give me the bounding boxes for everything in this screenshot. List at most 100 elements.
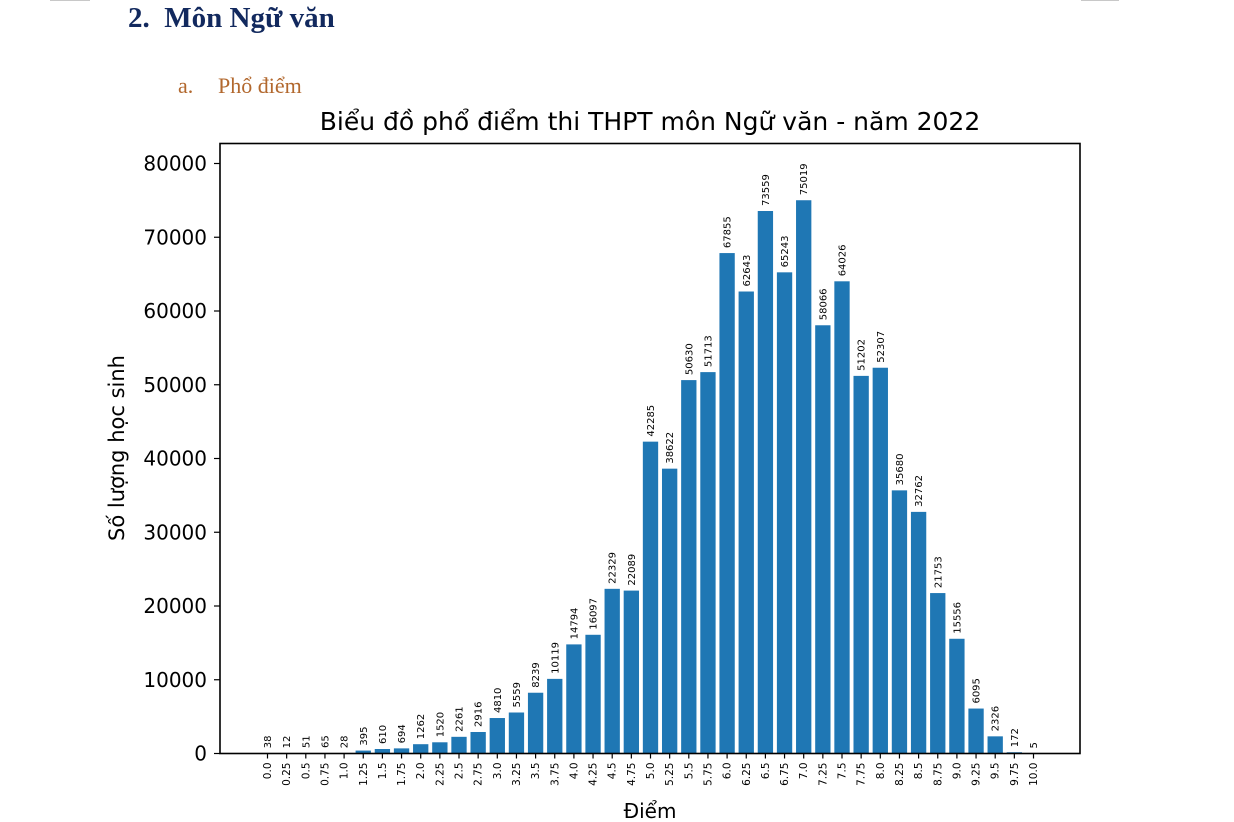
x-tick-label: 2.0 xyxy=(415,763,427,780)
x-tick-label: 0.5 xyxy=(300,763,312,780)
x-tick-label: 10.0 xyxy=(1028,763,1040,786)
bar xyxy=(451,736,467,754)
bar-value-label: 75019 xyxy=(799,163,810,195)
bar-value-label: 51 xyxy=(301,735,312,748)
x-tick-label: 8.75 xyxy=(932,763,944,786)
bar-value-label: 32762 xyxy=(914,475,925,507)
bar-value-label: 65 xyxy=(320,735,331,748)
y-tick-label: 0 xyxy=(194,742,207,766)
bar xyxy=(661,468,678,754)
bar xyxy=(681,380,697,754)
bar-value-label: 2261 xyxy=(455,706,466,731)
x-tick-label: 6.75 xyxy=(779,763,791,786)
bar-value-label: 2916 xyxy=(474,702,485,727)
bar-value-label: 42285 xyxy=(646,405,657,437)
bar-value-label: 4810 xyxy=(493,688,504,713)
page-corner-mark-left xyxy=(50,0,90,3)
x-tick-label: 4.75 xyxy=(626,763,638,786)
bar xyxy=(508,712,525,754)
x-tick-label: 7.25 xyxy=(817,763,829,786)
bar-value-label: 6095 xyxy=(972,678,983,703)
subsection-number: a. xyxy=(178,73,194,98)
bar-value-label: 694 xyxy=(397,724,408,743)
bar xyxy=(547,678,563,754)
bar xyxy=(719,253,735,754)
bar-value-label: 38 xyxy=(263,735,274,748)
bar xyxy=(968,708,984,754)
bar-value-label: 22329 xyxy=(608,552,619,584)
bar xyxy=(949,638,965,754)
bar-value-label: 5 xyxy=(1029,742,1040,748)
bar xyxy=(815,325,831,754)
x-tick-label: 6.0 xyxy=(722,763,734,780)
bar-value-label: 395 xyxy=(359,726,370,745)
bar xyxy=(834,281,850,754)
bar-value-label: 62643 xyxy=(742,255,753,287)
y-tick-label: 70000 xyxy=(143,225,207,249)
x-tick-label: 9.25 xyxy=(971,763,983,786)
x-tick-label: 1.75 xyxy=(396,763,408,786)
bar-value-label: 65243 xyxy=(780,236,791,268)
x-tick-label: 0.25 xyxy=(281,763,293,786)
bar xyxy=(527,692,544,754)
bar xyxy=(355,750,371,754)
x-tick-label: 9.0 xyxy=(951,763,963,780)
bar-value-label: 38622 xyxy=(665,432,676,464)
x-axis-label: Điểm xyxy=(624,799,677,822)
bar xyxy=(738,291,754,754)
bar-value-label: 67855 xyxy=(723,216,734,248)
x-tick-label: 9.75 xyxy=(1009,763,1021,786)
bar-value-label: 21753 xyxy=(933,556,944,588)
x-tick-label: 3.75 xyxy=(549,763,561,786)
x-tick-label: 5.0 xyxy=(645,763,657,780)
bar-value-label: 51713 xyxy=(703,335,714,367)
bar-value-labels: 38 12 51 65 28 395 610 694 1262 1520 2261 2916 4810 5… xyxy=(263,163,1040,748)
bar-value-label: 10119 xyxy=(550,642,561,674)
x-axis-ticks: 0.0 0.25 0.5 0.75 1.0 1.25 1.5 1.75 2.0 2.25 2.5 2.… xyxy=(262,753,1040,786)
y-tick-label: 20000 xyxy=(143,594,207,618)
x-tick-label: 2.25 xyxy=(434,763,446,786)
bar-value-label: 8239 xyxy=(531,662,542,687)
bar xyxy=(566,644,582,754)
x-tick-label: 9.5 xyxy=(990,763,1002,780)
bar xyxy=(796,200,812,754)
bar xyxy=(489,718,505,754)
bar xyxy=(930,593,946,754)
x-tick-label: 6.25 xyxy=(741,763,753,786)
y-axis-label: Số lượng học sinh xyxy=(105,355,129,541)
bar xyxy=(891,490,908,754)
x-tick-label: 7.75 xyxy=(856,763,868,786)
y-tick-label: 40000 xyxy=(143,447,207,471)
bar xyxy=(623,590,640,754)
bar xyxy=(413,744,429,754)
x-tick-label: 8.0 xyxy=(875,763,887,780)
y-axis-ticks: 0 10000 20000 30000 40000 50000 60000 70000 8000… xyxy=(143,152,220,766)
bar-value-label: 12 xyxy=(282,736,293,749)
bar-value-label: 58066 xyxy=(818,288,829,320)
bar xyxy=(374,749,391,754)
bar-value-label: 73559 xyxy=(761,174,772,206)
x-tick-label: 8.25 xyxy=(894,763,906,786)
y-tick-label: 10000 xyxy=(143,668,207,692)
y-tick-label: 50000 xyxy=(143,373,207,397)
bar xyxy=(604,588,620,754)
bar xyxy=(393,748,410,754)
x-tick-label: 5.25 xyxy=(664,763,676,786)
bars-group xyxy=(259,200,1042,754)
x-tick-label: 4.25 xyxy=(588,763,600,786)
bar-value-label: 1520 xyxy=(435,712,446,737)
x-tick-label: 2.5 xyxy=(454,763,466,780)
x-tick-label: 5.75 xyxy=(702,763,714,786)
section-heading: 2. Môn Ngữ văn xyxy=(128,2,335,34)
x-tick-label: 1.0 xyxy=(339,763,351,780)
x-tick-label: 0.75 xyxy=(319,763,331,786)
bar xyxy=(910,511,927,754)
bar xyxy=(585,634,601,754)
bar xyxy=(757,211,774,754)
x-tick-label: 3.5 xyxy=(530,763,542,780)
y-tick-label: 30000 xyxy=(143,520,207,544)
x-tick-label: 5.5 xyxy=(683,763,695,780)
x-tick-label: 1.25 xyxy=(358,763,370,786)
bar-value-label: 28 xyxy=(340,736,351,749)
